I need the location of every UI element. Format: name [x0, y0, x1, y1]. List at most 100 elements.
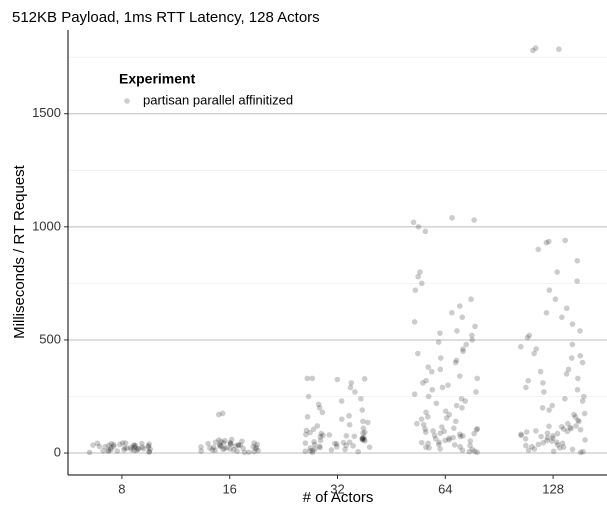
point — [579, 398, 586, 404]
point — [309, 375, 316, 382]
point — [86, 449, 93, 456]
point — [241, 449, 248, 456]
point — [133, 447, 140, 454]
point — [553, 439, 560, 445]
point — [94, 440, 101, 447]
point — [576, 418, 582, 425]
point — [227, 441, 234, 447]
point — [535, 441, 542, 448]
point — [457, 433, 464, 440]
point — [230, 446, 237, 453]
point — [569, 341, 576, 348]
point — [556, 46, 562, 53]
point — [314, 423, 321, 429]
point — [433, 400, 440, 407]
point — [562, 237, 568, 244]
point — [361, 376, 368, 382]
point — [456, 373, 463, 379]
point — [574, 278, 580, 284]
x-tick-label: 128 — [542, 481, 564, 496]
point — [317, 437, 324, 444]
point — [415, 350, 421, 357]
point — [338, 398, 345, 404]
point — [429, 386, 436, 393]
point — [562, 395, 568, 402]
point — [348, 380, 355, 386]
point — [304, 375, 311, 382]
point — [302, 440, 309, 446]
point — [449, 309, 455, 316]
point — [146, 448, 153, 455]
point — [420, 421, 427, 428]
point — [318, 430, 325, 437]
point — [525, 377, 532, 384]
x-tick-label: 16 — [222, 481, 236, 496]
point — [541, 389, 547, 395]
point — [220, 440, 227, 446]
point — [435, 441, 442, 448]
point — [105, 448, 112, 455]
point — [467, 438, 474, 444]
point — [334, 441, 340, 447]
point — [135, 446, 142, 452]
point — [302, 448, 309, 455]
point — [221, 445, 228, 452]
point — [552, 296, 559, 303]
point — [307, 445, 313, 451]
point — [422, 426, 428, 432]
point — [334, 376, 341, 383]
point — [119, 440, 126, 446]
point — [311, 438, 317, 445]
point — [105, 447, 112, 453]
point — [216, 443, 223, 449]
point — [567, 424, 573, 431]
point — [435, 339, 442, 346]
point — [524, 334, 531, 341]
point — [253, 445, 259, 452]
point — [441, 428, 447, 435]
point — [346, 412, 352, 419]
point — [453, 418, 459, 425]
point — [549, 402, 556, 409]
point — [543, 239, 550, 246]
point — [145, 444, 152, 450]
point — [139, 444, 146, 450]
point — [359, 435, 366, 442]
point — [454, 328, 460, 334]
point — [539, 405, 546, 411]
point — [310, 426, 317, 433]
point — [560, 444, 567, 450]
legend-title: Experiment — [119, 71, 196, 87]
point — [411, 391, 418, 398]
point — [331, 440, 338, 447]
point — [110, 443, 117, 450]
point — [546, 287, 553, 293]
point — [245, 449, 252, 455]
point — [559, 440, 566, 447]
point — [227, 440, 234, 447]
point — [110, 441, 117, 448]
point — [212, 439, 219, 445]
point — [232, 443, 239, 449]
point — [338, 416, 345, 422]
point — [146, 449, 152, 455]
point — [358, 395, 364, 402]
x-axis-label: # of Actors — [303, 489, 374, 506]
point — [574, 257, 581, 264]
point — [474, 375, 481, 382]
point — [304, 414, 311, 420]
point — [549, 438, 555, 444]
point — [234, 448, 240, 455]
point — [473, 389, 479, 395]
point — [90, 442, 96, 448]
point — [544, 434, 551, 441]
point — [108, 446, 114, 453]
point — [317, 433, 324, 440]
point — [550, 435, 556, 441]
point — [198, 448, 204, 454]
point — [450, 434, 456, 441]
y-tick-label: 0 — [54, 444, 61, 459]
point — [577, 352, 584, 359]
point — [469, 337, 475, 343]
point — [418, 280, 425, 287]
